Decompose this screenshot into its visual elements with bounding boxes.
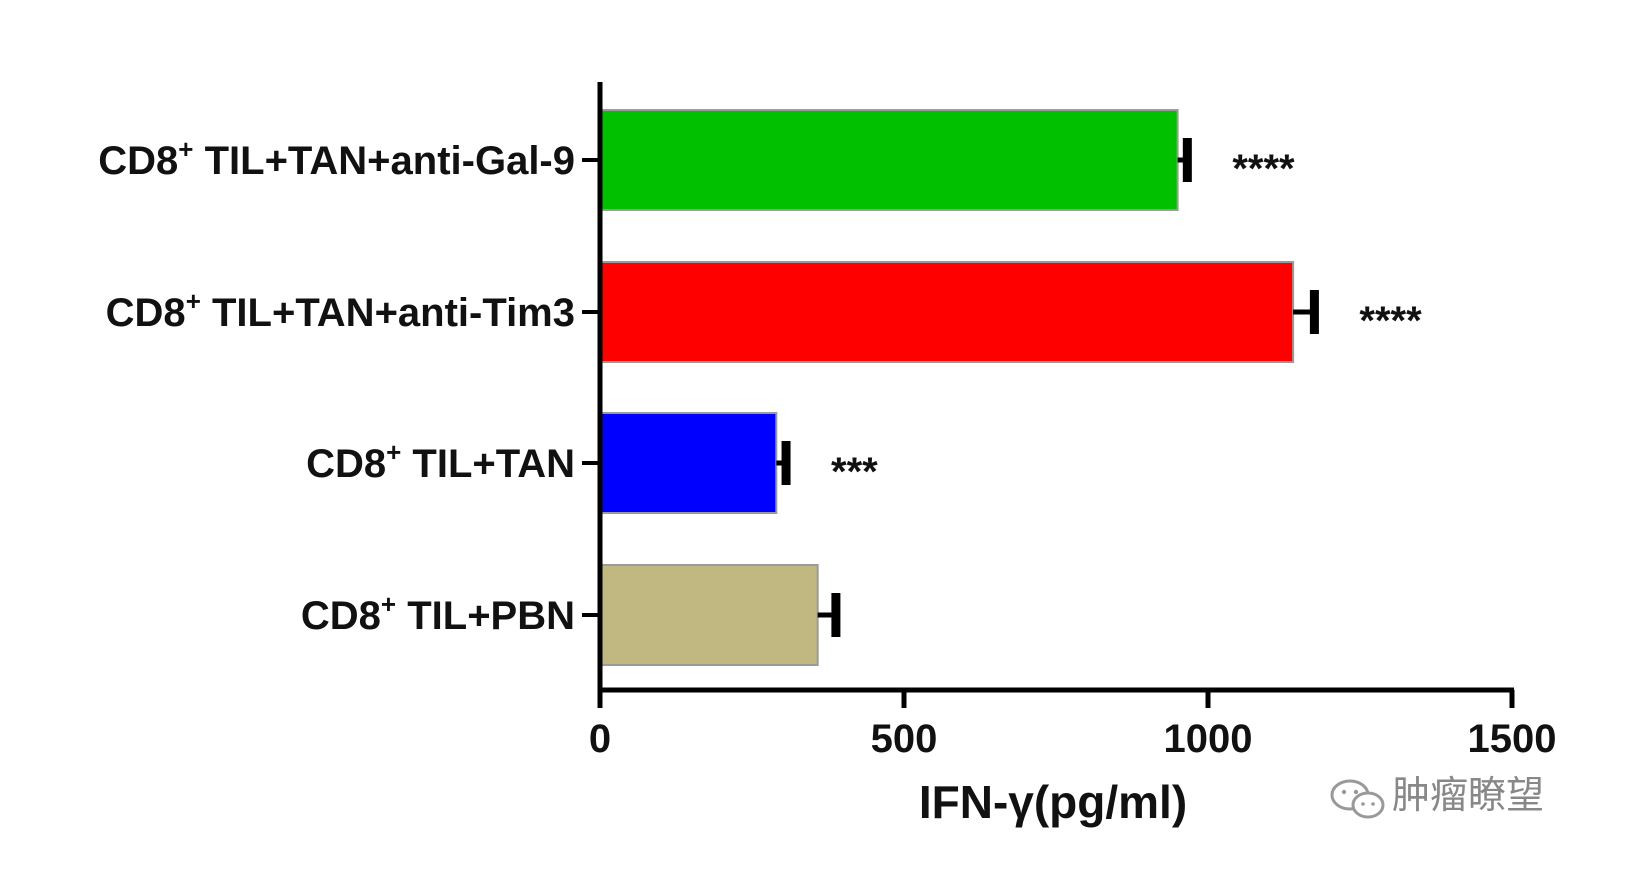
bar [599, 261, 1295, 363]
x-tick-label: 1500 [1468, 717, 1557, 761]
category-label: CD8+ TIL+PBN [301, 589, 575, 638]
significance-label: *** [831, 450, 878, 494]
bars-layer [599, 109, 1319, 666]
axes-layer [582, 82, 1515, 708]
labels-layer: **** CD8+ TIL+TAN+anti-Gal-9 **** CD8+ TIL+… [98, 134, 1556, 761]
wechat-icon [1330, 779, 1385, 819]
x-axis-title: IFN-γ(pg/ml) [919, 776, 1187, 828]
bar [599, 412, 778, 514]
watermark-text: 肿瘤瞭望 [1392, 775, 1544, 817]
category-label: CD8+ TIL+TAN+anti-Tim3 [106, 286, 575, 335]
bar [599, 109, 1179, 211]
category-label: CD8+ TIL+TAN [306, 437, 575, 486]
significance-label: **** [1359, 299, 1422, 343]
x-tick-label: 0 [589, 717, 611, 761]
bar [599, 564, 819, 666]
x-tick-label: 1000 [1164, 717, 1253, 761]
category-label: CD8+ TIL+TAN+anti-Gal-9 [98, 134, 575, 183]
watermark: 肿瘤瞭望 [1330, 775, 1544, 819]
x-tick-label: 500 [871, 717, 938, 761]
significance-label: **** [1232, 147, 1295, 191]
